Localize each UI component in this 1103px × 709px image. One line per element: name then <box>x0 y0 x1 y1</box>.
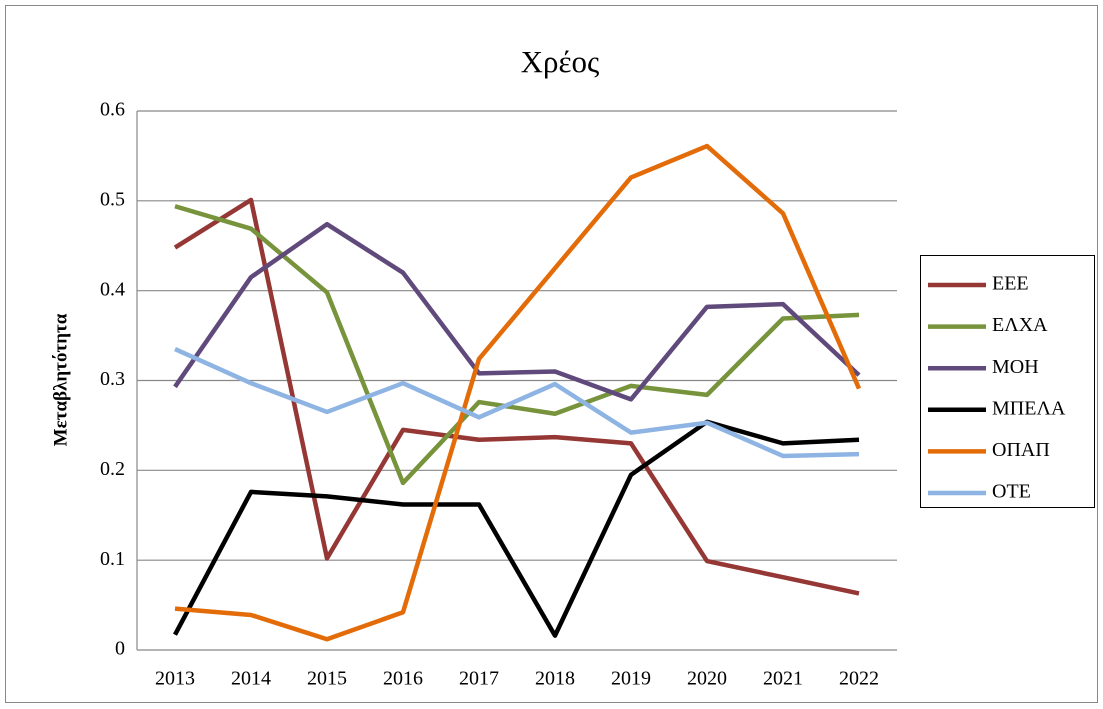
legend-label: ΟΠΑΠ <box>992 439 1050 461</box>
x-tick-label: 2015 <box>307 668 347 690</box>
y-tick-label: 0.6 <box>100 99 125 121</box>
x-tick-label: 2016 <box>383 668 423 690</box>
legend-label: ΕΕΕ <box>992 273 1029 295</box>
y-tick-label: 0.3 <box>100 368 125 390</box>
x-tick-label: 2022 <box>839 668 879 690</box>
series-line <box>174 143 862 642</box>
y-axis-label: Μεταβλητότητα <box>50 313 71 446</box>
x-tick-label: 2018 <box>535 668 575 690</box>
y-tick-label: 0.5 <box>100 188 125 210</box>
chart-title: Χρέος <box>521 44 600 79</box>
x-tick-label: 2020 <box>687 668 727 690</box>
y-tick-label: 0.4 <box>100 278 125 300</box>
legend-label: ΜΠΕΛΑ <box>992 397 1066 419</box>
series-line <box>173 419 860 638</box>
series-line <box>173 197 860 596</box>
x-tick-label: 2021 <box>763 668 803 690</box>
legend-label: ΕΛΧΑ <box>992 314 1048 336</box>
y-tick-label: 0.1 <box>100 548 125 570</box>
y-tick-label: 0 <box>115 638 125 660</box>
series-line <box>174 204 860 486</box>
x-tick-label: 2019 <box>611 668 651 690</box>
x-tick-label: 2013 <box>155 668 195 690</box>
legend-label: ΟΤΕ <box>992 481 1031 503</box>
y-tick-label: 0.2 <box>100 458 125 480</box>
series-line <box>174 347 860 459</box>
series-line <box>173 221 861 402</box>
x-tick-label: 2014 <box>231 668 271 690</box>
legend-label: ΜΟΗ <box>992 356 1039 378</box>
x-tick-label: 2017 <box>459 668 499 690</box>
legend-box <box>920 255 1095 508</box>
